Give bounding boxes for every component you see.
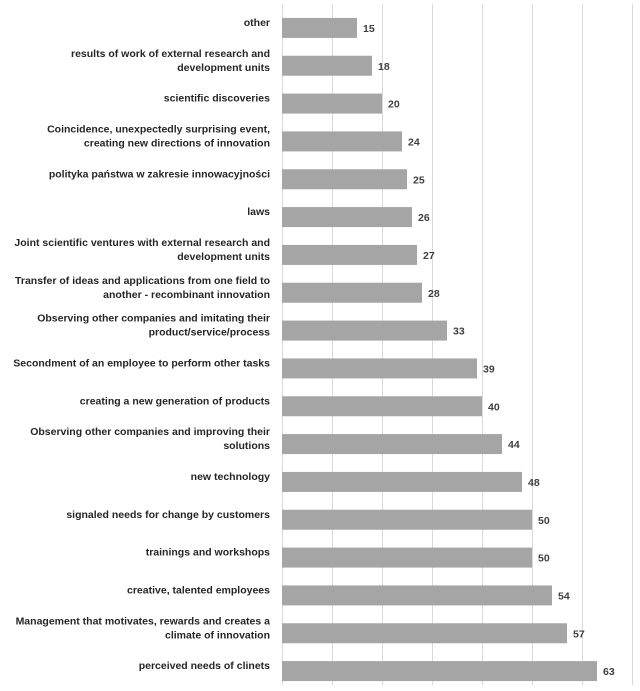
data-label: 33 <box>453 326 465 338</box>
category-label-line: development units <box>177 62 270 74</box>
category-label-line: creative, talented employees <box>127 584 270 596</box>
bar <box>282 434 502 455</box>
category-label: Secondment of an employee to perform oth… <box>13 357 270 369</box>
bar <box>282 509 532 530</box>
gridlines <box>282 4 633 685</box>
category-label: perceived needs of clinets <box>139 660 270 672</box>
category-label-line: laws <box>247 206 270 218</box>
category-label-line: development units <box>177 251 270 263</box>
data-label: 54 <box>558 590 570 602</box>
category-label: laws <box>247 206 270 218</box>
category-label: Management that motivates, rewards and c… <box>16 615 271 641</box>
category-label-line: trainings and workshops <box>146 547 270 559</box>
data-label: 40 <box>488 401 500 413</box>
bar <box>282 207 412 228</box>
category-label-line: polityka państwa w zakresie innowacyjnoś… <box>49 168 270 180</box>
category-label: creating a new generation of products <box>80 395 270 407</box>
category-label-line: creating new directions of innovation <box>84 137 270 149</box>
data-label: 24 <box>408 136 420 148</box>
data-label: 25 <box>413 174 425 186</box>
data-label: 50 <box>538 515 550 527</box>
category-label-line: solutions <box>223 440 270 452</box>
category-label: results of work of external research and… <box>71 48 270 74</box>
bars <box>282 17 597 682</box>
category-label-line: Management that motivates, rewards and c… <box>16 615 271 627</box>
bar <box>282 131 402 152</box>
data-label: 26 <box>418 212 430 224</box>
category-label-line: Secondment of an employee to perform oth… <box>13 357 270 369</box>
data-label: 50 <box>538 553 550 565</box>
category-label-line: signaled needs for change by customers <box>66 509 270 521</box>
bar <box>282 623 567 644</box>
category-label-line: Observing other companies and imitating … <box>37 313 270 325</box>
data-label: 39 <box>483 363 495 375</box>
category-label-line: climate of innovation <box>165 629 270 641</box>
category-label-line: results of work of external research and <box>71 48 270 60</box>
category-label-line: product/service/process <box>149 327 271 339</box>
bar <box>282 93 382 114</box>
category-label-line: Joint scientific ventures with external … <box>14 237 270 249</box>
category-label-line: another - recombinant innovation <box>103 289 270 301</box>
category-label: Coincidence, unexpectedly surprising eve… <box>47 123 270 149</box>
category-label: scientific discoveries <box>164 93 270 105</box>
category-label: new technology <box>191 471 271 483</box>
category-label: Joint scientific ventures with external … <box>14 237 270 263</box>
bar <box>282 169 407 190</box>
bar <box>282 320 447 341</box>
category-label: signaled needs for change by customers <box>66 509 270 521</box>
data-label: 20 <box>388 99 400 111</box>
category-label: polityka państwa w zakresie innowacyjnoś… <box>49 168 270 180</box>
category-label-line: scientific discoveries <box>164 93 270 105</box>
category-label: other <box>244 17 270 29</box>
category-label-line: Coincidence, unexpectedly surprising eve… <box>47 123 270 135</box>
value-labels: 15 18 20 24 25 26 27 28 33 39 40 44 48 50 50 54 57 63 <box>363 23 615 678</box>
category-label-line: creating a new generation of products <box>80 395 270 407</box>
bar <box>282 358 477 379</box>
bar <box>282 244 417 265</box>
bar <box>282 282 422 303</box>
bar <box>282 547 532 568</box>
category-label: trainings and workshops <box>146 547 270 559</box>
category-label-line: Transfer of ideas and applications from … <box>15 275 270 287</box>
data-label: 48 <box>528 477 540 489</box>
data-label: 15 <box>363 23 375 35</box>
bar <box>282 17 357 38</box>
category-labels: other results of work of external researc… <box>13 17 270 672</box>
data-label: 57 <box>573 628 585 640</box>
data-label: 63 <box>603 666 615 678</box>
category-label: Observing other companies and imitating … <box>37 313 270 339</box>
category-label: Transfer of ideas and applications from … <box>15 275 270 301</box>
bar <box>282 396 482 417</box>
data-label: 27 <box>423 250 435 262</box>
category-label: creative, talented employees <box>127 584 270 596</box>
bar <box>282 55 372 76</box>
data-label: 44 <box>508 439 520 451</box>
bar <box>282 585 552 606</box>
data-label: 18 <box>378 61 390 73</box>
category-label-line: perceived needs of clinets <box>139 660 270 672</box>
bar <box>282 471 522 492</box>
category-label-line: new technology <box>191 471 271 483</box>
category-label-line: other <box>244 17 270 29</box>
category-label-line: Observing other companies and improving … <box>30 426 270 438</box>
category-label: Observing other companies and improving … <box>30 426 270 452</box>
bar <box>282 661 597 682</box>
data-label: 28 <box>428 288 440 300</box>
